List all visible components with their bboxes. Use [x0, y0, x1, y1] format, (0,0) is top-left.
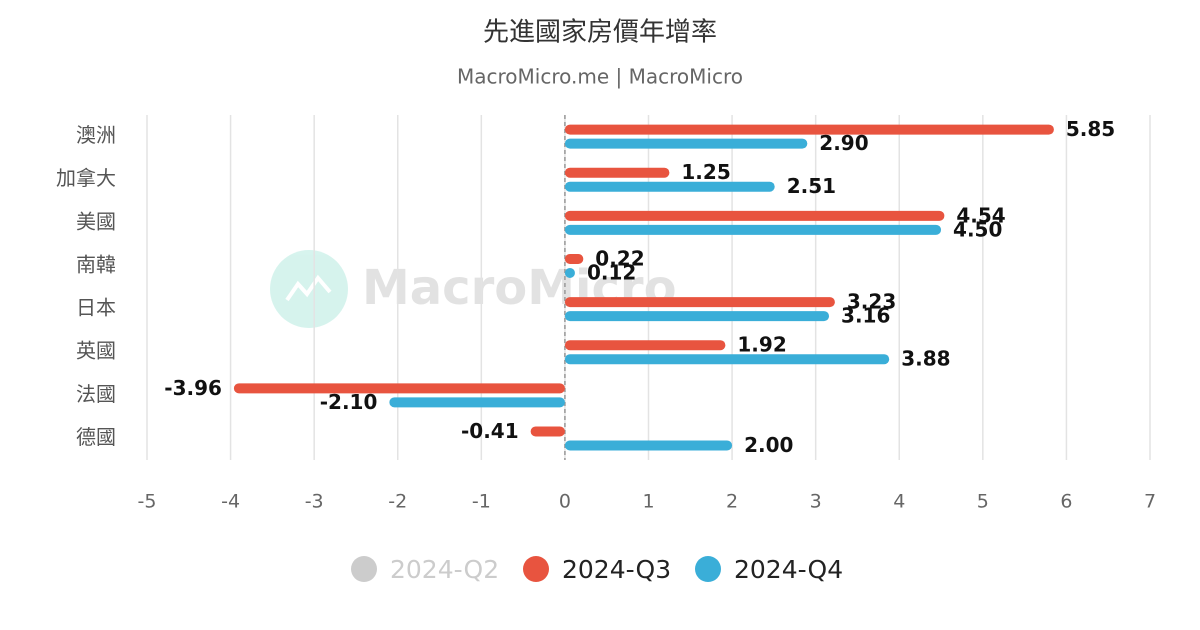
value-label: 1.25: [681, 160, 730, 184]
value-label: 0.22: [595, 246, 644, 270]
bar: [564, 267, 575, 278]
y-tick-label: 加拿大: [56, 166, 116, 190]
x-tick-label: -4: [221, 491, 240, 513]
bar: [564, 297, 835, 308]
x-tick-label: 0: [559, 491, 571, 513]
y-tick-label: 美國: [76, 209, 116, 233]
bar: [389, 397, 565, 408]
x-tick-label: -3: [305, 491, 324, 513]
legend-marker: [523, 556, 549, 582]
value-label: 2.90: [819, 131, 868, 155]
legend-label[interactable]: 2024-Q2: [390, 555, 499, 584]
x-tick-label: 3: [810, 491, 822, 513]
bar: [564, 340, 726, 351]
value-label: 4.54: [956, 203, 1005, 227]
bar: [564, 181, 775, 192]
x-tick-label: 6: [1060, 491, 1072, 513]
bar: [564, 354, 890, 365]
bar: [564, 440, 733, 451]
value-label: 0.12: [587, 260, 636, 284]
bar: [564, 167, 670, 178]
watermark-logo: [270, 250, 348, 328]
value-label: 4.50: [953, 217, 1002, 241]
legend-marker: [695, 556, 721, 582]
value-label: 3.16: [841, 304, 890, 328]
x-tick-label: -2: [388, 491, 407, 513]
x-tick-label: 1: [642, 491, 654, 513]
value-label: 1.92: [737, 333, 786, 357]
value-label: 3.23: [847, 290, 896, 314]
legend-label[interactable]: 2024-Q4: [734, 555, 843, 584]
bar: [233, 383, 565, 394]
value-label: 3.88: [901, 347, 950, 371]
value-label: 2.51: [787, 174, 836, 198]
x-tick-label: 2: [726, 491, 738, 513]
chart-title: 先進國家房價年增率: [483, 18, 717, 48]
bar: [564, 210, 945, 221]
value-label: 2.00: [744, 433, 793, 457]
value-label: -2.10: [320, 390, 378, 414]
bar: [564, 253, 584, 264]
y-tick-label: 日本: [76, 296, 116, 320]
value-label: -3.96: [164, 376, 222, 400]
y-tick-label: 英國: [76, 339, 116, 363]
chart-subtitle: MacroMicro.me | MacroMicro: [457, 65, 743, 89]
y-tick-label: 德國: [76, 425, 116, 449]
legend-marker: [351, 556, 377, 582]
bar: [564, 124, 1054, 135]
value-label: -0.41: [461, 419, 519, 443]
bar: [564, 224, 942, 235]
y-tick-label: 南韓: [76, 252, 116, 276]
bar: [530, 426, 565, 437]
x-tick-label: 5: [977, 491, 989, 513]
x-tick-label: -5: [138, 491, 157, 513]
bar: [564, 138, 808, 149]
y-tick-label: 法國: [76, 382, 116, 406]
x-tick-label: -1: [472, 491, 491, 513]
x-tick-label: 7: [1144, 491, 1156, 513]
bar: [564, 311, 830, 322]
legend-label[interactable]: 2024-Q3: [562, 555, 671, 584]
y-tick-label: 澳洲: [76, 123, 116, 147]
value-label: 5.85: [1066, 117, 1115, 141]
x-tick-label: 4: [893, 491, 905, 513]
